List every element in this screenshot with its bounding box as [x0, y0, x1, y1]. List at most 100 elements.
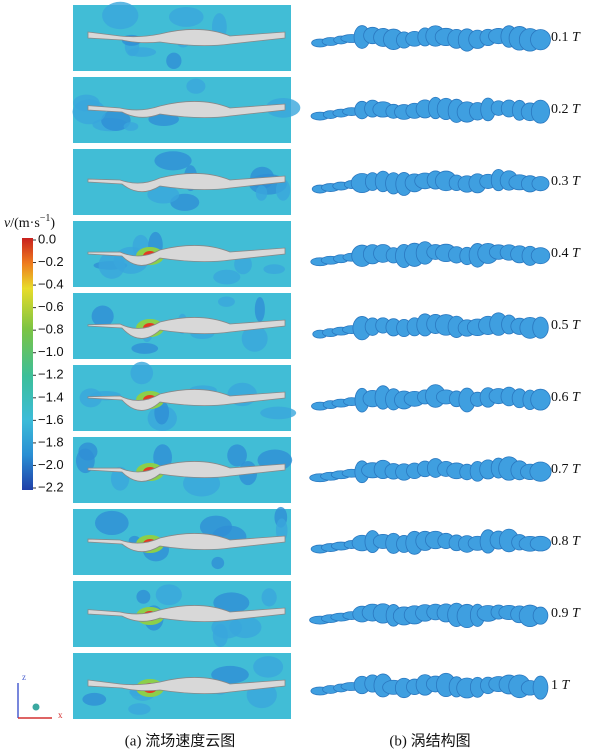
time-symbol: T	[572, 174, 581, 189]
time-label: 0.2 T	[551, 102, 581, 117]
time-label: 0.6 T	[551, 390, 581, 405]
time-symbol: T	[572, 534, 581, 549]
flow-panel	[73, 362, 296, 431]
vortex-structure	[310, 457, 551, 483]
vortex-structure	[312, 26, 551, 52]
velocity-blob	[166, 53, 181, 69]
velocity-blob	[130, 362, 153, 384]
time-symbol: T	[572, 606, 581, 621]
colorbar-tick-label: −1.4	[38, 389, 64, 404]
vortex-blob	[531, 100, 549, 123]
velocity-blob	[256, 185, 267, 200]
time-label: 0.7 T	[551, 462, 581, 477]
flow-panel	[73, 581, 291, 647]
velocity-blob	[128, 703, 150, 715]
velocity-blob	[154, 151, 191, 170]
vortex-blob	[532, 177, 549, 191]
vortex-blob	[530, 462, 551, 481]
time-value: 0.7	[551, 462, 569, 477]
time-label: 0.8 T	[551, 534, 581, 549]
colorbar-tick-label: −0.4	[38, 277, 64, 292]
time-symbol: T	[572, 462, 581, 477]
velocity-blob	[169, 7, 204, 27]
colorbar-tick-label: −0.2	[38, 254, 64, 269]
time-value: 0.9	[551, 606, 569, 621]
time-symbol: T	[572, 102, 581, 117]
vortex-structure	[313, 313, 549, 340]
axis-triad: z x	[18, 672, 63, 720]
velocity-blob	[95, 511, 129, 535]
velocity-blob	[211, 557, 224, 569]
time-symbol: T	[572, 246, 581, 261]
colorbar-tick-label: −2.0	[38, 457, 64, 472]
time-value: 0.8	[551, 534, 569, 549]
time-value: 0.4	[551, 246, 569, 261]
time-symbol: T	[572, 390, 581, 405]
flow-panel	[73, 149, 291, 215]
velocity-blob	[213, 270, 240, 285]
caption-b: (b) 涡结构图	[389, 732, 470, 749]
colorbar-tick-label: −1.2	[38, 367, 64, 382]
vortex-structure	[311, 385, 550, 412]
vortex-blob	[530, 536, 551, 551]
velocity-blob	[82, 693, 106, 706]
vortex-blob	[533, 676, 548, 699]
axis-z-label: z	[22, 672, 26, 682]
velocity-blob	[262, 588, 277, 606]
vortex-structure	[311, 242, 550, 268]
vortex-blob	[531, 248, 550, 264]
time-label: 0.9 T	[551, 606, 581, 621]
time-value: 0.5	[551, 318, 569, 333]
vortex-structure	[311, 529, 551, 554]
time-value: 0.6	[551, 390, 569, 405]
vortex-structure	[312, 169, 549, 195]
time-value: 0.3	[551, 174, 569, 189]
colorbar-tick-label: 0.0	[38, 231, 56, 246]
flow-panel	[73, 2, 291, 71]
time-label: 0.1 T	[551, 30, 581, 45]
vortex-blob	[533, 607, 548, 624]
colorbar-tick-label: −0.6	[38, 299, 64, 314]
velocity-blob	[92, 306, 114, 327]
velocity-blob	[255, 297, 265, 322]
axis-x-label: x	[58, 710, 63, 720]
flow-panel	[73, 77, 301, 143]
time-label: 0.4 T	[551, 246, 581, 261]
vortex-structure	[311, 673, 548, 699]
colorbar-tick-label: −1.0	[38, 344, 64, 359]
velocity-blob	[186, 79, 205, 94]
vortex-structure	[310, 603, 548, 628]
velocity-blob	[131, 343, 158, 354]
time-symbol: T	[572, 30, 581, 45]
velocity-blob	[136, 590, 150, 604]
colorbar-scale	[22, 238, 33, 490]
time-symbol: T	[562, 678, 571, 693]
vortex-blob	[533, 317, 549, 338]
time-label: 0.5 T	[551, 318, 581, 333]
velocity-blob	[263, 264, 285, 274]
velocity-blob	[102, 2, 138, 29]
velocity-blob	[124, 122, 139, 131]
flow-panel	[73, 221, 291, 287]
time-symbol: T	[572, 318, 581, 333]
colorbar-tick-label: −1.6	[38, 412, 64, 427]
colorbar-tick-label: −1.8	[38, 434, 64, 449]
time-value: 1	[551, 678, 558, 693]
flow-panel	[73, 507, 291, 575]
velocity-blob	[218, 296, 235, 306]
colorbar-tick-label: −0.8	[38, 322, 64, 337]
flow-panel	[73, 293, 291, 359]
flow-panel	[73, 437, 292, 503]
velocity-blob	[73, 99, 106, 124]
vortex-blob	[531, 389, 551, 410]
figure: v/(m·s−1) 0.0 −0.2 −0.4 −0.6 −0.8 −1.0 −1.2 −1.…	[0, 0, 594, 754]
velocity-blob	[156, 584, 182, 605]
time-value: 0.2	[551, 102, 569, 117]
velocity-blob	[260, 407, 296, 420]
time-value: 0.1	[551, 30, 569, 45]
velocity-blob	[253, 656, 283, 677]
colorbar: v/(m·s−1) 0.0 −0.2 −0.4 −0.6 −0.8 −1.0 −1.2 −1.…	[4, 213, 64, 494]
colorbar-label: v/(m·s−1)	[4, 213, 55, 231]
colorbar-tick-label: −2.2	[38, 479, 64, 494]
vortex-structure	[311, 97, 550, 123]
